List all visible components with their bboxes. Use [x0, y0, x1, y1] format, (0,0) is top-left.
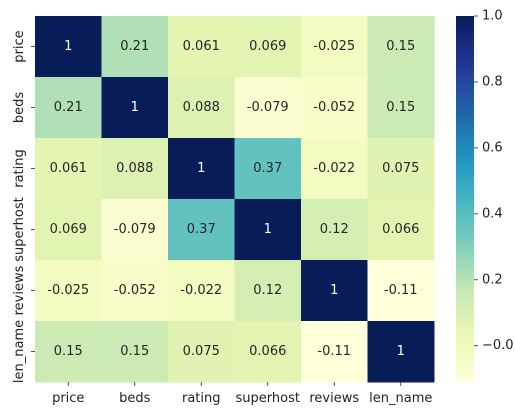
cell-value-label: -0.025: [313, 39, 355, 54]
heatmap-cell: [234, 16, 302, 78]
cell-value-label: 0.066: [382, 222, 419, 237]
heatmap-cell: [367, 321, 435, 383]
heatmap-cell: [234, 199, 302, 261]
heatmap-cell: [101, 77, 169, 139]
cell-value-label: 1: [64, 39, 72, 54]
heatmap-cell: [101, 138, 169, 200]
heatmap-cell: [168, 77, 235, 139]
x-tick-label: rating: [182, 391, 221, 406]
colorbar-tick-label: 0.6: [482, 140, 503, 155]
heatmap-cell: [168, 199, 235, 261]
cell-value-label: 0.15: [54, 344, 83, 359]
cell-value-label: 0.061: [50, 161, 87, 176]
heatmap-cell: [168, 138, 235, 200]
heatmap-cell: [234, 260, 302, 322]
heatmap-cell: [168, 321, 235, 383]
cell-value-label: -0.11: [317, 344, 351, 359]
y-tick-label: rating: [12, 149, 27, 188]
cell-value-label: -0.052: [313, 100, 355, 115]
cell-value-label: 1: [197, 161, 205, 176]
cell-value-label: 0.21: [54, 100, 83, 115]
heatmap-cell: [168, 260, 235, 322]
heatmap-cell: [301, 321, 368, 383]
heatmap-cell: [101, 321, 169, 383]
heatmap-cell: [301, 16, 368, 78]
cell-value-label: 0.069: [50, 222, 87, 237]
cell-value-label: 0.37: [253, 161, 282, 176]
cell-value-label: 0.12: [320, 222, 349, 237]
cell-value-label: 0.069: [249, 39, 286, 54]
x-tick-label: price: [52, 391, 84, 406]
heatmap-cell: [367, 138, 435, 200]
cell-value-label: 1: [264, 222, 272, 237]
y-tick-label: superhost: [12, 197, 27, 261]
heatmap-cell: [301, 77, 368, 139]
x-axis: price beds rating superhost reviews len_name: [52, 382, 432, 406]
heatmap-cell: [35, 199, 102, 261]
cell-value-label: 0.075: [183, 344, 220, 359]
cell-value-label: -0.025: [47, 283, 89, 298]
cell-value-label: 0.075: [382, 161, 419, 176]
colorbar-gradient: [456, 16, 474, 382]
heatmap-cell: [168, 16, 235, 78]
x-tick-label: reviews: [309, 391, 359, 406]
cell-value-label: 1: [397, 344, 405, 359]
y-tick-label: beds: [12, 92, 27, 124]
y-tick-label: len_name: [12, 320, 27, 383]
heatmap-cell: [367, 77, 435, 139]
heatmap-cell: [101, 199, 169, 261]
cell-value-label: 1: [131, 100, 139, 115]
colorbar-tick-label: 0.8: [482, 74, 503, 89]
heatmap-cell: [35, 77, 102, 139]
cell-value-label: 0.066: [249, 344, 286, 359]
heatmap-cell: [101, 260, 169, 322]
cell-value-label: 0.15: [386, 39, 415, 54]
colorbar: −0.0 0.2 0.4 0.6 0.8 1.0: [456, 9, 514, 382]
cell-value-label: 1: [330, 283, 338, 298]
heatmap-cell: [101, 16, 169, 78]
colorbar-tick-label: 0.2: [482, 272, 503, 287]
x-tick-label: beds: [119, 391, 151, 406]
y-tick-label: reviews: [12, 265, 27, 315]
cell-value-label: 0.21: [120, 39, 149, 54]
heatmap-cell: [367, 199, 435, 261]
heatmap-cell: [234, 77, 302, 139]
heatmap-cell: [35, 16, 102, 78]
y-axis: price beds rating superhost reviews len_name: [12, 30, 35, 383]
colorbar-tick-label: 0.4: [482, 206, 503, 221]
heatmap-cell: [234, 138, 302, 200]
colorbar-tick-label: 1.0: [482, 9, 503, 24]
y-tick-label: price: [12, 30, 27, 62]
cell-value-label: -0.079: [114, 222, 156, 237]
cell-value-label: -0.11: [384, 283, 418, 298]
cell-value-label: -0.022: [180, 283, 222, 298]
heatmap-cell: [35, 138, 102, 200]
heatmap-cell: [301, 199, 368, 261]
cell-value-label: 0.15: [386, 100, 415, 115]
heatmap-cell: [35, 260, 102, 322]
heatmap-cell: [234, 321, 302, 383]
heatmap-cells: 1 0.21 0.061 0.069 -0.025 0.15 0.21 1 0.088 -0.07…: [35, 16, 435, 383]
cell-value-label: 0.12: [253, 283, 282, 298]
cell-value-label: -0.079: [247, 100, 289, 115]
heatmap-cell: [35, 321, 102, 383]
cell-value-label: 0.37: [187, 222, 216, 237]
cell-value-label: 0.061: [183, 39, 220, 54]
heatmap-cell: [301, 260, 368, 322]
heatmap-cell: [367, 16, 435, 78]
heatmap-cell: [301, 138, 368, 200]
heatmap-cell: [367, 260, 435, 322]
x-tick-label: len_name: [369, 391, 432, 406]
colorbar-tick-label: −0.0: [482, 338, 514, 353]
cell-value-label: 0.088: [183, 100, 220, 115]
cell-value-label: 0.15: [120, 344, 149, 359]
x-tick-label: superhost: [236, 391, 300, 406]
cell-value-label: -0.022: [313, 161, 355, 176]
cell-value-label: 0.088: [116, 161, 153, 176]
cell-value-label: -0.052: [114, 283, 156, 298]
